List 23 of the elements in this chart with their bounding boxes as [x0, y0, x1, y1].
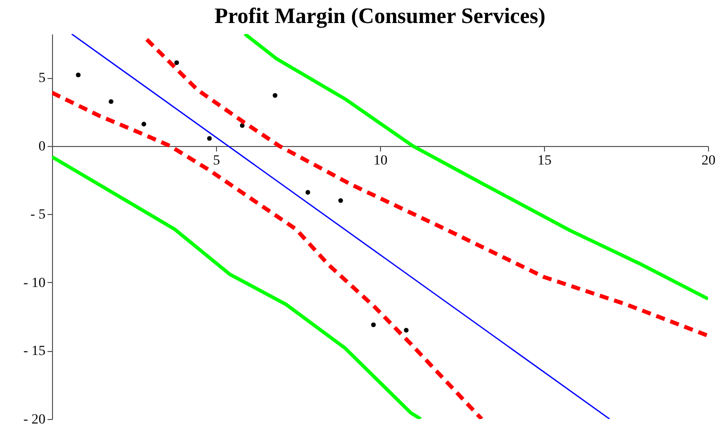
point [404, 328, 409, 333]
point [338, 198, 343, 203]
point [305, 190, 310, 195]
line-series [52, 90, 484, 419]
point [272, 93, 278, 98]
y-tick-label: - 10 [23, 276, 46, 291]
x-tick-label: 20 [702, 153, 716, 168]
point [141, 122, 146, 126]
y-tick-label: - 15 [23, 344, 46, 360]
point [174, 60, 179, 66]
x-tick-label: 15 [538, 153, 552, 168]
point [76, 72, 81, 78]
x-tick-label: 10 [374, 153, 388, 168]
y-tick-label: - 5 [30, 208, 46, 223]
point [207, 136, 212, 141]
y-tick-label: - 20 [23, 412, 46, 428]
y-tick-label: 0 [38, 139, 46, 154]
line-series [52, 155, 422, 419]
point [371, 322, 376, 328]
y-tick-label: 5 [38, 71, 46, 86]
point [108, 99, 114, 104]
x-tick-label: 5 [213, 153, 220, 168]
chart-title: Profit Margin (Consumer Services) [214, 3, 546, 28]
